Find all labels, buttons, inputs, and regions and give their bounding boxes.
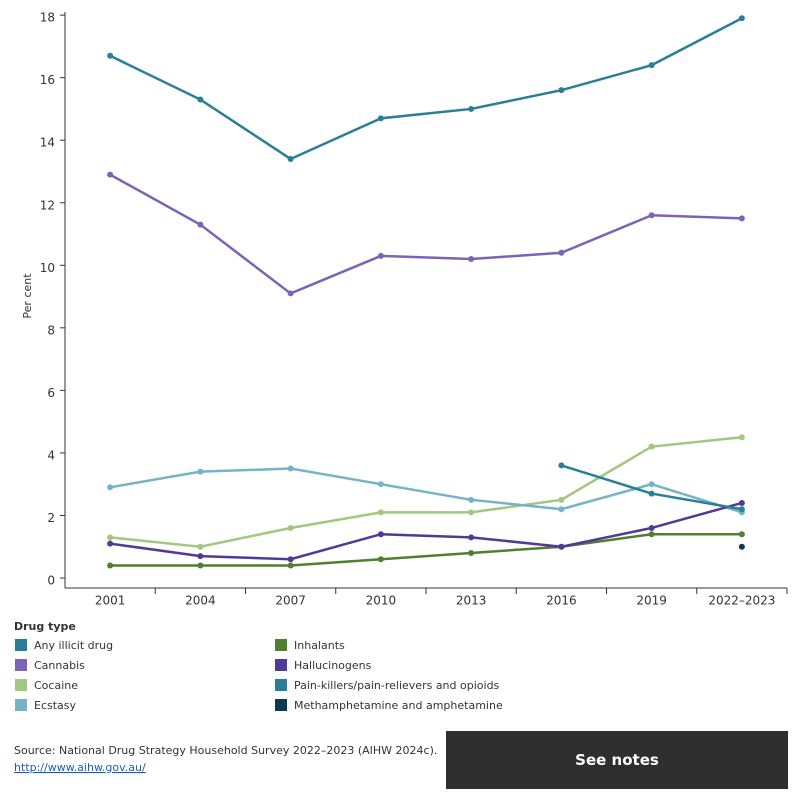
y-tick-label: 14: [40, 136, 55, 150]
point: [107, 540, 114, 547]
point: [197, 221, 204, 228]
point: [197, 553, 204, 560]
y-tick-label: 12: [40, 198, 55, 212]
point: [468, 256, 475, 263]
point: [648, 524, 655, 531]
legend-label: Hallucinogens: [294, 659, 372, 672]
legend-swatch: [15, 679, 27, 691]
series-line: [109, 501, 743, 561]
y-tick-label: 8: [47, 323, 55, 337]
x-tick-label: 2010: [366, 594, 397, 608]
source-link[interactable]: http://www.aihw.gov.au/: [14, 761, 146, 774]
point: [738, 531, 745, 538]
point: [558, 249, 565, 256]
point: [738, 215, 745, 222]
y-tick-label: 10: [40, 261, 55, 275]
series-line: [109, 436, 743, 548]
point: [738, 434, 745, 441]
legend-swatch: [275, 699, 287, 711]
y-tick-label: 2: [47, 511, 55, 525]
point: [377, 481, 384, 488]
point: [107, 484, 114, 491]
legend-swatch: [15, 659, 27, 671]
point: [197, 543, 204, 550]
legend-label: Cocaine: [34, 679, 78, 692]
point: [197, 468, 204, 475]
point: [287, 155, 294, 162]
point: [107, 562, 114, 569]
point: [377, 509, 384, 516]
point: [648, 481, 655, 488]
point: [468, 496, 475, 503]
legend-swatch: [15, 639, 27, 651]
point: [558, 496, 565, 503]
y-tick-label: 4: [47, 448, 55, 462]
x-tick-label: 2007: [275, 594, 306, 608]
y-tick-label: 6: [47, 386, 55, 400]
legend-swatch: [275, 639, 287, 651]
point: [197, 562, 204, 569]
point: [377, 556, 384, 563]
point: [738, 499, 745, 506]
point: [648, 443, 655, 450]
point: [107, 171, 114, 178]
legend-label: Inhalants: [294, 639, 345, 652]
point: [287, 562, 294, 569]
point: [558, 543, 565, 550]
see-notes-button[interactable]: See notes: [446, 731, 788, 789]
legend-label: Any illicit drug: [34, 639, 113, 652]
legend-label: Pain-killers/pain-relievers and opioids: [294, 679, 500, 692]
series-line: [109, 17, 743, 161]
point: [287, 465, 294, 472]
series-line: [110, 532, 742, 567]
point: [468, 534, 475, 541]
x-tick-label: 2001: [95, 594, 126, 608]
series-line: [109, 173, 742, 295]
x-tick-label: 2019: [636, 594, 667, 608]
point: [468, 509, 475, 516]
point: [558, 462, 565, 469]
legend-label: Cannabis: [34, 659, 85, 672]
x-tick-label: 2013: [456, 594, 487, 608]
point: [287, 556, 294, 563]
point: [468, 549, 475, 556]
point: [107, 534, 114, 541]
y-axis-label: Per cent: [21, 273, 34, 319]
x-tick-label: 2016: [546, 594, 577, 608]
y-tick-label: 0: [47, 574, 55, 588]
point: [558, 87, 565, 94]
legend-swatch: [15, 699, 27, 711]
point: [648, 212, 655, 219]
source: Source: National Drug Strategy Household…: [14, 744, 437, 757]
point: [377, 252, 384, 259]
legend-label: Ecstasy: [34, 699, 77, 712]
point: [377, 531, 384, 538]
point: [287, 524, 294, 531]
point: [648, 62, 655, 69]
legend-swatch: [275, 679, 287, 691]
point: [377, 115, 384, 122]
point: [287, 290, 294, 297]
point: [738, 506, 745, 513]
y-tick-label: 18: [40, 11, 55, 25]
point: [648, 490, 655, 497]
legend-swatch: [275, 659, 287, 671]
x-tick-label: 2022–2023: [708, 594, 775, 608]
point: [648, 531, 655, 538]
point: [107, 52, 114, 59]
point: [558, 506, 565, 513]
legend-label: Methamphetamine and amphetamine: [294, 699, 503, 712]
y-tick-label: 16: [40, 73, 55, 87]
x-tick-label: 2004: [185, 594, 216, 608]
point: [468, 105, 475, 112]
point: [738, 15, 745, 22]
point: [738, 543, 745, 550]
legend-title: Drug type: [14, 620, 76, 633]
point: [197, 96, 204, 103]
series-line: [109, 467, 743, 514]
